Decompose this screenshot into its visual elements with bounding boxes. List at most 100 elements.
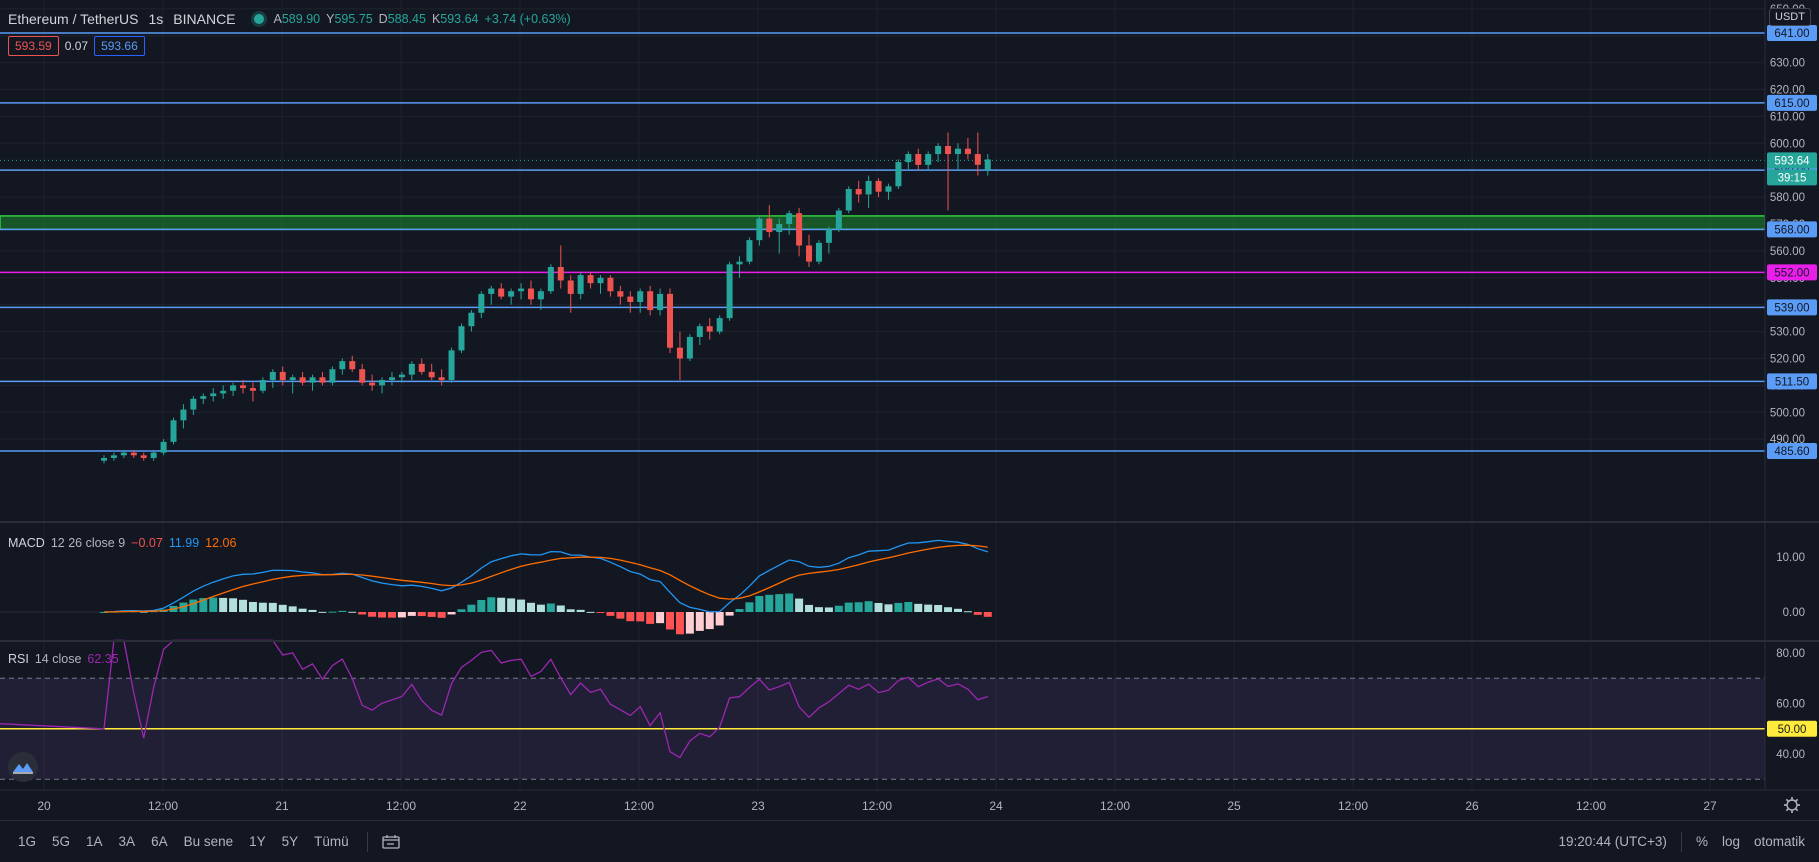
level-price-tag[interactable] — [1767, 299, 1817, 316]
chart-logo-icon[interactable] — [8, 752, 38, 782]
currency-button[interactable]: USDT — [1769, 8, 1811, 26]
macd-pane — [0, 539, 992, 635]
level-price-tag[interactable] — [1767, 25, 1817, 41]
time-axis[interactable]: 20 12:00 21 12:00 22 12:00 23 12:00 24 12:00 25 12:… — [37, 797, 1800, 813]
level-price-tag-text: 568.00 — [1774, 224, 1809, 236]
range-button[interactable]: 1Y — [249, 834, 266, 849]
macd-label[interactable]: MACD — [8, 536, 45, 550]
macd-histogram-bar — [288, 606, 297, 612]
candle-body — [349, 361, 356, 370]
buy-button[interactable]: 593.66 — [94, 36, 145, 56]
candle-body — [617, 291, 624, 297]
ohlc-low: 588.45 — [387, 12, 426, 26]
candle-body — [498, 288, 505, 297]
candle-body — [865, 180, 872, 195]
macd-histogram-bar — [755, 595, 764, 612]
pane-separators[interactable] — [0, 0, 1819, 791]
range-button[interactable]: 6A — [151, 834, 168, 849]
macd-histogram-bar — [725, 612, 734, 616]
level-price-tag[interactable] — [1767, 94, 1817, 111]
rsi-tick-label: 60.00 — [1776, 699, 1805, 711]
macd-histogram-bar — [824, 607, 833, 612]
range-selector: 1G 5G 1A 3A 6A Bu sene 1Y 5Y Tümü — [18, 834, 349, 849]
macd-histogram-bar — [795, 598, 804, 612]
macd-histogram-bar — [387, 612, 396, 618]
macd-histogram-bar — [358, 612, 367, 615]
market-status-icon[interactable] — [253, 14, 264, 24]
candle-body — [249, 388, 256, 391]
candle-body — [766, 218, 773, 233]
candle-body — [964, 148, 971, 155]
level-price-tag[interactable] — [1767, 443, 1817, 459]
macd-histogram-bar — [318, 611, 327, 613]
support-zone[interactable] — [0, 215, 1766, 231]
candle-body — [190, 398, 197, 410]
candles — [101, 132, 991, 464]
price-axis[interactable]: 650.00640.00630.00620.00610.00600.00590.… — [1765, 0, 1819, 790]
macd-histogram-bar — [517, 599, 526, 612]
macd-histogram-bar — [258, 602, 267, 612]
percent-toggle[interactable]: % — [1695, 834, 1708, 849]
candle-body — [240, 385, 247, 389]
log-toggle[interactable]: log — [1721, 834, 1740, 849]
candle-body — [567, 280, 574, 294]
macd-histogram-bar — [656, 612, 665, 624]
level-price-tag[interactable] — [1767, 221, 1817, 238]
range-button[interactable]: 1A — [86, 834, 103, 849]
candle-body — [160, 441, 167, 453]
rsi-mid-tag[interactable] — [1767, 720, 1817, 737]
current-price-tag-text: 593.64 — [1774, 155, 1810, 167]
macd-histogram-bar — [189, 599, 198, 612]
rsi-pane — [0, 639, 1765, 780]
clock-timezone[interactable]: 19:20:44 (UTC+3) — [1558, 834, 1667, 849]
compare-range-icon[interactable] — [382, 834, 400, 850]
macd-histogram-bar — [884, 604, 893, 612]
macd-histogram-bar — [924, 604, 933, 612]
bottom-right-controls: 19:20:44 (UTC+3) % log otomatik — [1558, 831, 1805, 852]
macd-histogram-bar — [457, 609, 466, 612]
macd-histogram-bar — [239, 599, 248, 612]
candle-body — [120, 452, 127, 456]
price-tick-label: 530.00 — [1770, 327, 1805, 339]
range-button[interactable]: 3A — [118, 834, 136, 849]
sell-button[interactable]: 593.59 — [8, 36, 59, 56]
macd-histogram-bar — [785, 593, 794, 612]
auto-scale-toggle[interactable]: otomatik — [1753, 834, 1805, 849]
candle-body — [676, 347, 683, 359]
rsi-label[interactable]: RSI — [8, 652, 29, 666]
macd-histogram-bar — [437, 612, 446, 618]
price-axis-bg — [1765, 0, 1819, 790]
candle-body — [657, 293, 664, 311]
macd-histogram-bar — [229, 598, 238, 612]
macd-histogram-bar — [814, 607, 823, 612]
candle-body — [269, 371, 276, 380]
range-button[interactable]: Tümü — [314, 834, 349, 849]
macd-histogram-bar — [100, 612, 108, 613]
candle-body — [825, 229, 832, 243]
macd-histogram-bar — [914, 603, 923, 612]
macd-hist-value: −0.07 — [131, 536, 163, 550]
range-button[interactable]: Bu sene — [183, 834, 234, 849]
macd-histogram-bar — [963, 611, 972, 613]
range-button[interactable]: 5Y — [281, 834, 299, 849]
time-tick-label: 24 — [989, 799, 1003, 813]
current-price-tag[interactable] — [1767, 152, 1817, 169]
candle-body — [488, 288, 495, 294]
macd-histogram-bar — [894, 602, 903, 612]
range-button[interactable]: 1G — [18, 834, 37, 849]
candle-body — [101, 457, 107, 461]
candle-body — [875, 180, 882, 192]
macd-histogram-bar — [209, 597, 218, 612]
countdown-tag[interactable] — [1767, 169, 1817, 186]
macd-histogram-bar — [695, 612, 704, 631]
level-price-tag[interactable] — [1767, 264, 1817, 281]
candle-body — [527, 288, 534, 300]
level-price-tag[interactable] — [1767, 373, 1817, 390]
candle-body — [637, 291, 644, 302]
range-button[interactable]: 5G — [52, 834, 71, 849]
macd-histogram-bar — [953, 608, 962, 612]
macd-histogram-bar — [546, 603, 555, 612]
settings-icon[interactable] — [1784, 797, 1800, 813]
symbol-name[interactable]: Ethereum / TetherUS — [8, 11, 139, 27]
